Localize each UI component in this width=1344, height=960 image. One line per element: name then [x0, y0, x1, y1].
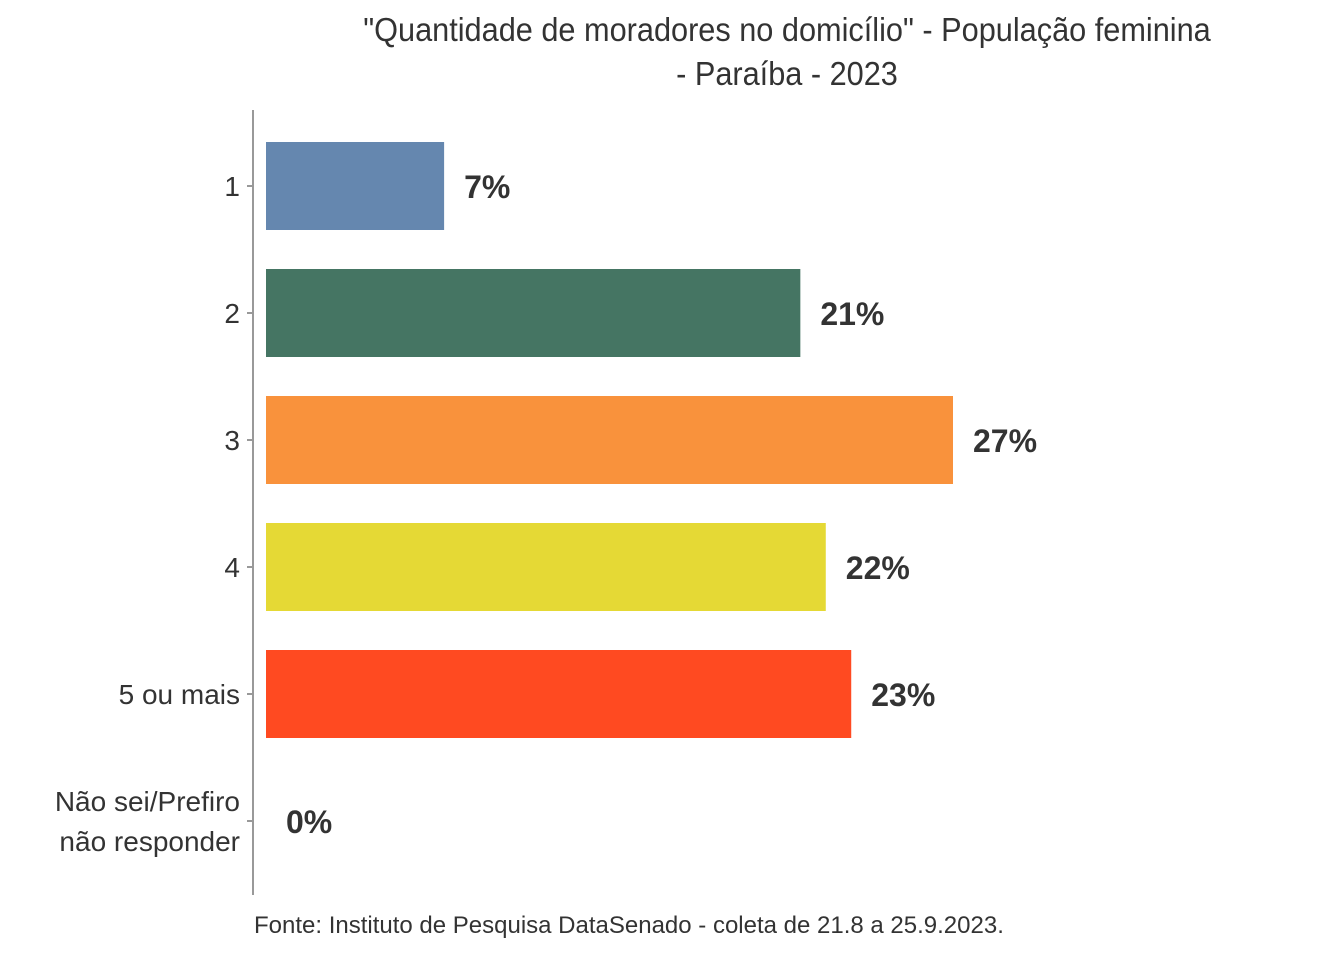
chart-title: "Quantidade de moradores no domicílio" -…	[269, 8, 1305, 96]
data-label: 22%	[846, 550, 910, 586]
chart-title-line-2: - Paraíba - 2023	[676, 55, 898, 92]
data-label: 21%	[820, 296, 884, 332]
bar	[266, 269, 801, 357]
bar	[266, 650, 852, 738]
y-tick-label: 5 ou mais	[119, 679, 240, 710]
bar	[266, 142, 445, 230]
data-label: 0%	[286, 804, 332, 840]
y-tick-label: 2	[224, 298, 240, 329]
y-tick-label: não responder	[59, 826, 240, 857]
chart-title-line-1: "Quantidade de moradores no domicílio" -…	[363, 11, 1211, 48]
data-label: 23%	[871, 677, 935, 713]
bar	[266, 396, 953, 484]
chart-marks: 1 7% 2 21% 3 27% 4 22% 5 ou mais 23% Não sei/Prefi…	[55, 142, 1037, 857]
data-label: 27%	[973, 423, 1037, 459]
y-tick-label: Não sei/Prefiro	[55, 786, 240, 817]
y-tick-label: 1	[224, 171, 240, 202]
data-label: 7%	[464, 169, 510, 205]
y-tick-label: 4	[224, 552, 240, 583]
y-tick-label: 3	[224, 425, 240, 456]
chart-caption: Fonte: Instituto de Pesquisa DataSenado …	[254, 912, 1004, 939]
bar	[266, 523, 826, 611]
